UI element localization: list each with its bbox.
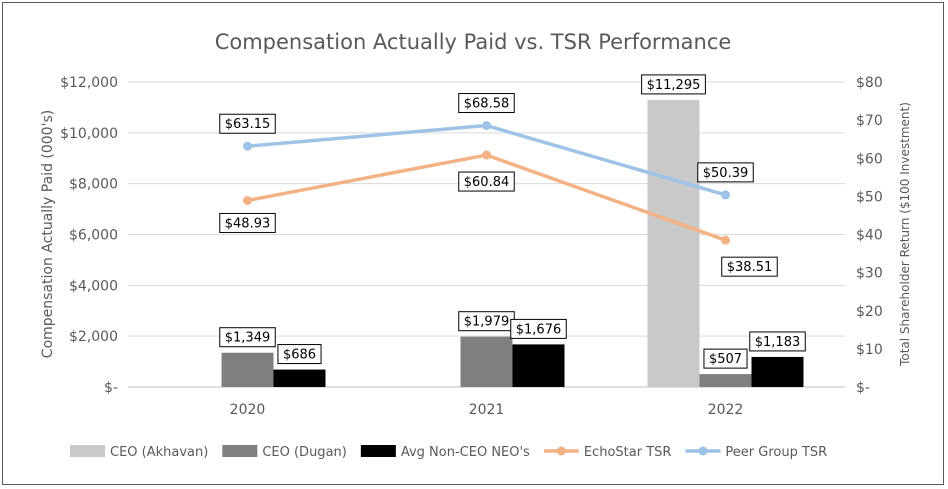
legend-label: Peer Group TSR — [725, 445, 827, 460]
bar-data-label: $686 — [277, 344, 322, 365]
line-marker — [721, 190, 730, 200]
bar-data-label-text: $1,183 — [755, 335, 801, 350]
line-data-label-box — [458, 93, 515, 114]
y2-axis-title: Total Shareholder Return ($100 Investmen… — [898, 102, 912, 367]
legend-label: EchoStar TSR — [584, 445, 672, 460]
y2-tick-label: $- — [856, 380, 870, 396]
tsr-lines — [243, 121, 730, 245]
bar-data-label-text: $507 — [709, 352, 742, 367]
line-marker — [482, 150, 491, 160]
y2-tick-label: $70 — [856, 113, 883, 129]
x-tick-label: 2020 — [230, 402, 266, 418]
line-marker — [243, 141, 252, 151]
bar-ceo-dugan- — [221, 352, 274, 387]
y2-tick-label: $80 — [856, 75, 883, 91]
line-data-label-box — [721, 256, 778, 277]
bar-avg-non-ceo-neo-s — [512, 344, 565, 387]
line-marker — [243, 195, 252, 205]
y-axis-ticks: $- $2,000 $4,000 $6,000 $8,000 $10,000 $12,000 — [60, 75, 118, 396]
legend-swatch — [222, 445, 258, 457]
line-data-label: $60.84 — [458, 171, 515, 192]
bar-data-label: $1,979 — [458, 311, 515, 332]
bar-data-label-box — [703, 348, 748, 369]
y-axis-title: Compensation Actually Paid (000's) — [40, 110, 56, 358]
bar-data-label-text: $1,979 — [464, 315, 510, 330]
bar-data-label-text: $1,349 — [225, 331, 271, 346]
legend-marker — [556, 446, 566, 456]
y2-tick-label: $60 — [856, 151, 883, 167]
y2-axis-ticks: $- $10 $20 $30 $40 $50 $60 $70 $80 — [856, 75, 883, 396]
line-data-label: $48.93 — [219, 212, 276, 233]
bar-data-label: $1,183 — [749, 331, 806, 352]
y-tick-label: $12,000 — [60, 75, 118, 91]
bar-ceo-dugan- — [460, 336, 513, 387]
line-data-label: $50.39 — [697, 162, 754, 183]
y-tick-label: $2,000 — [69, 329, 118, 345]
line-data-label-box — [458, 171, 515, 192]
y2-tick-label: $40 — [856, 228, 883, 244]
line-data-label-box — [219, 113, 276, 134]
legend-label: Avg Non-CEO NEO's — [401, 445, 530, 460]
line-data-label: $68.58 — [458, 93, 515, 114]
line-data-label: $38.51 — [721, 256, 778, 277]
bar-data-label: $11,295 — [641, 74, 706, 95]
bar-ceo-akhavan- — [647, 99, 700, 387]
line-data-label-box — [697, 162, 754, 183]
line-data-label-text: $48.93 — [225, 216, 271, 231]
legend-label: CEO (Akhavan) — [110, 445, 208, 460]
x-axis-ticks: 2020 2021 2022 — [230, 402, 744, 418]
line-data-label-box — [219, 212, 276, 233]
bar-data-label: $1,676 — [510, 318, 567, 339]
bar-ceo-dugan- — [699, 374, 752, 387]
legend-swatch — [360, 445, 396, 457]
line-data-label-text: $60.84 — [464, 175, 510, 190]
bar-avg-non-ceo-neo-s — [273, 369, 326, 387]
legend-marker — [698, 446, 708, 456]
y-tick-label: $- — [104, 380, 118, 396]
bar-data-label-text: $686 — [283, 348, 316, 363]
line-marker — [482, 121, 491, 131]
bar-data-label: $1,349 — [219, 327, 276, 348]
bar-data-label-box — [641, 74, 706, 95]
bar-data-label-box — [219, 327, 276, 348]
x-tick-label: 2021 — [469, 402, 505, 418]
bar-data-label-box — [510, 318, 567, 339]
bar-data-label-box — [749, 331, 806, 352]
data-labels: $11,295 $1,349 $1,979 $507 $686 $1,676 $1,183 $… — [219, 74, 806, 369]
line-data-label-text: $63.15 — [225, 117, 271, 132]
line-data-label-text: $68.58 — [464, 97, 510, 112]
bar-avg-non-ceo-neo-s — [751, 356, 804, 387]
y2-tick-label: $10 — [856, 342, 883, 358]
line-marker — [721, 235, 730, 245]
chart-title: Compensation Actually Paid vs. TSR Perfo… — [215, 30, 732, 54]
legend-label: CEO (Dugan) — [262, 445, 347, 460]
y-tick-label: $8,000 — [69, 177, 118, 193]
legend: CEO (Akhavan) CEO (Dugan) Avg Non-CEO NEO'… — [70, 445, 827, 460]
y-tick-label: $6,000 — [69, 228, 118, 244]
legend-swatch — [70, 445, 105, 457]
bar-data-label-text: $11,295 — [647, 78, 701, 93]
y2-tick-label: $30 — [856, 266, 883, 282]
y-tick-label: $10,000 — [60, 126, 118, 142]
y2-tick-label: $50 — [856, 189, 883, 205]
bar-data-label-box — [277, 344, 322, 365]
y-tick-label: $4,000 — [69, 278, 118, 294]
line-data-label-text: $38.51 — [727, 260, 773, 275]
line-data-label: $63.15 — [219, 113, 276, 134]
bar-data-label: $507 — [703, 348, 748, 369]
y2-tick-label: $20 — [856, 304, 883, 320]
bar-data-label-text: $1,676 — [516, 322, 562, 337]
x-tick-label: 2022 — [708, 402, 744, 418]
line-data-label-text: $50.39 — [703, 166, 749, 181]
bars — [221, 99, 804, 387]
